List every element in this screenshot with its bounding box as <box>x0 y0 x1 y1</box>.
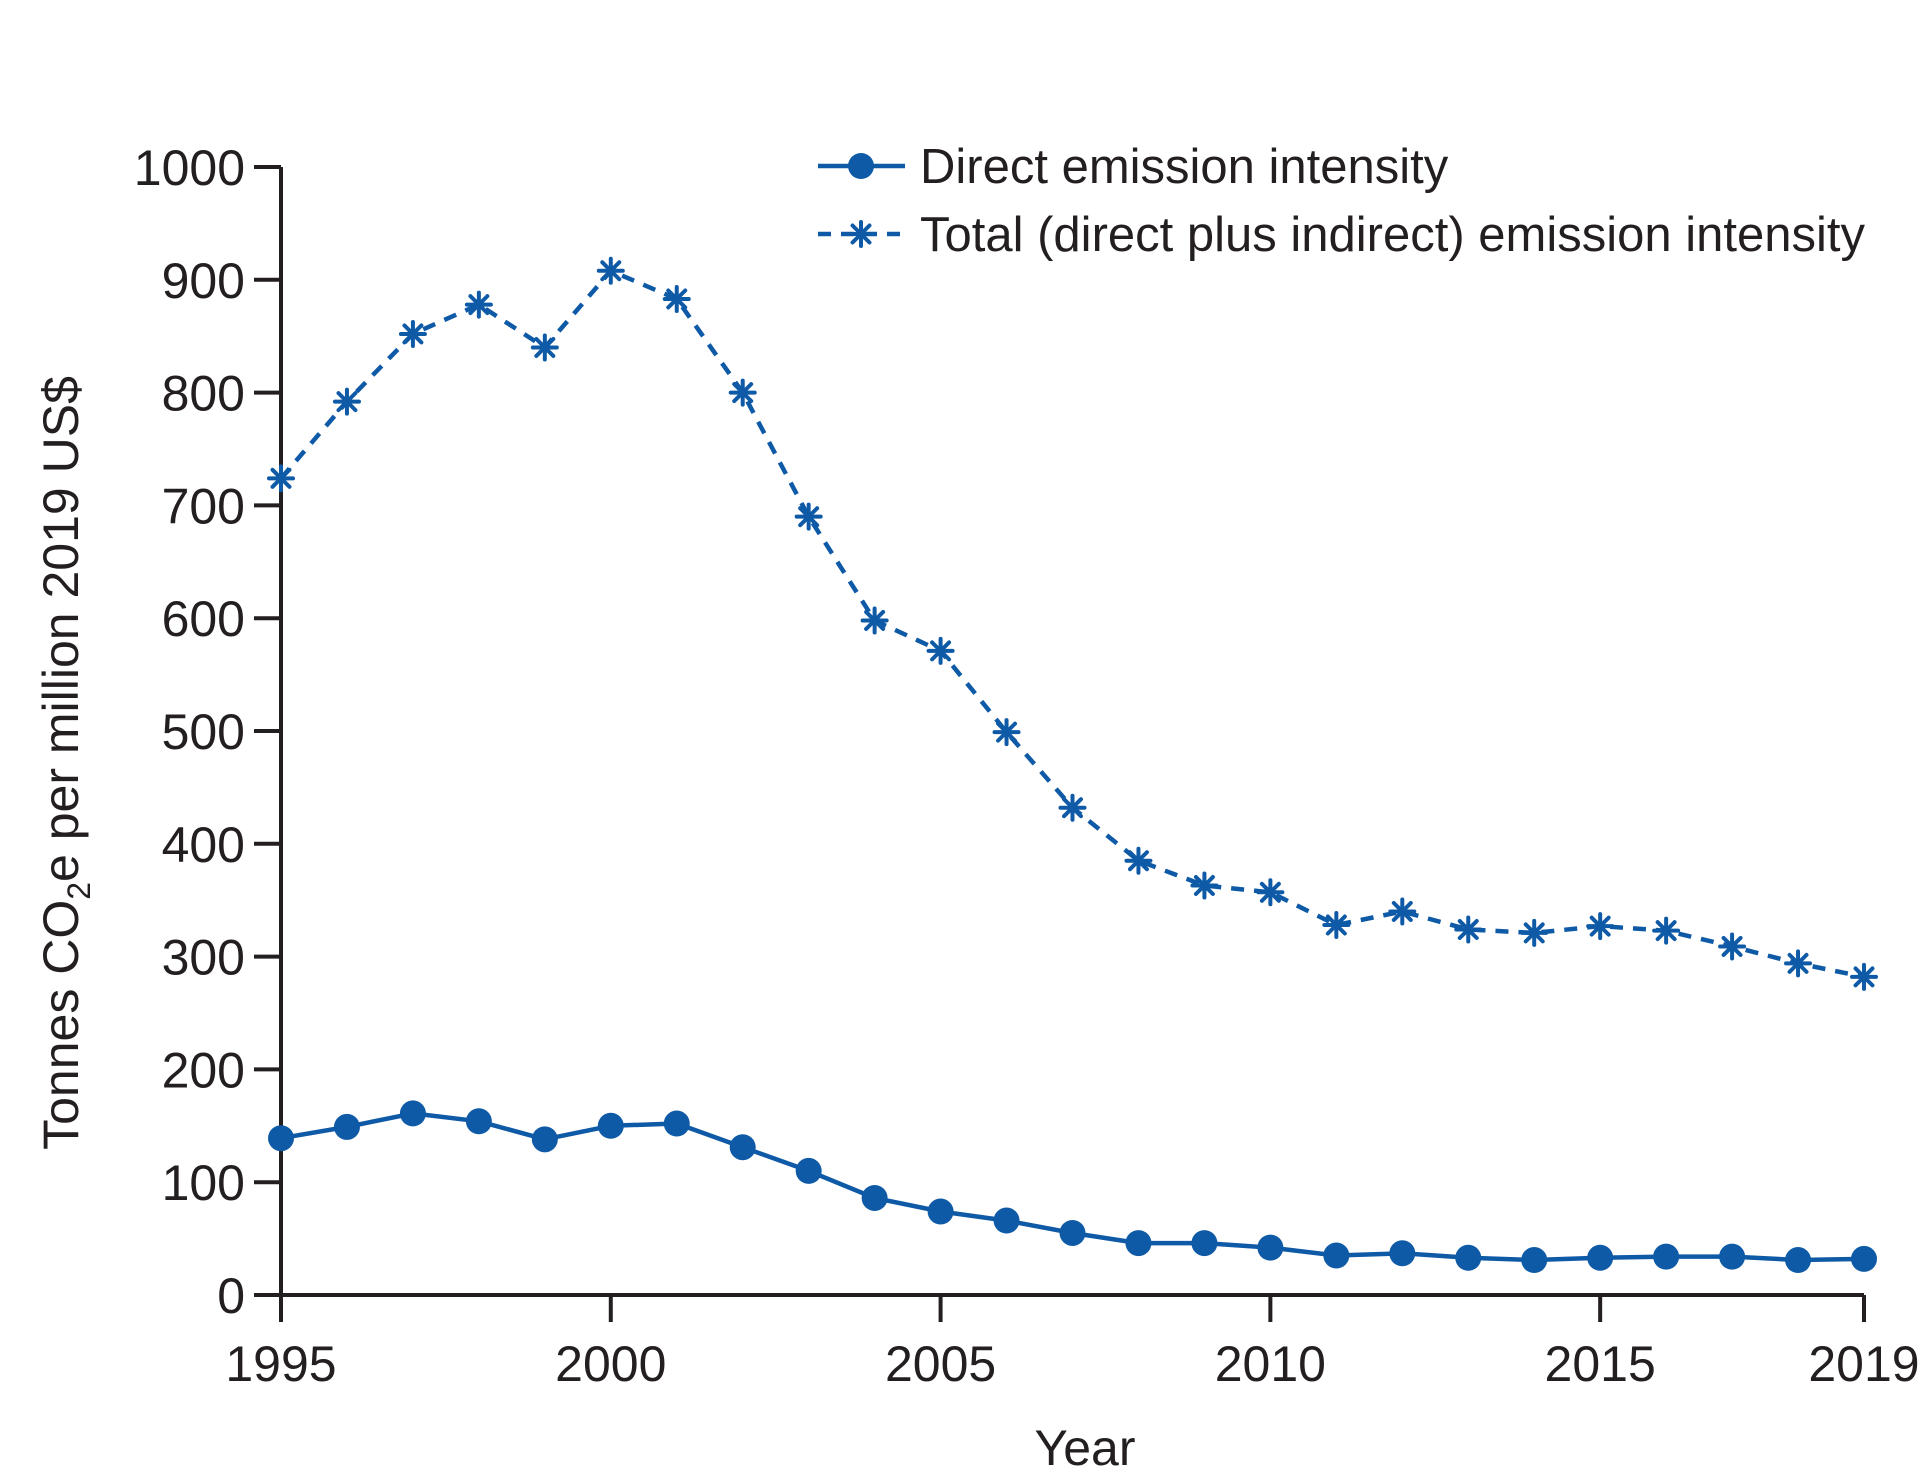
data-point <box>531 1126 558 1153</box>
data-point <box>1784 949 1813 978</box>
x-tick-label: 1995 <box>225 1336 336 1392</box>
legend-entry-total: Total (direct plus indirect) emission in… <box>818 208 1865 262</box>
legend-entry-direct: Direct emission intensity <box>818 140 1449 194</box>
y-tick-label: 300 <box>162 930 245 986</box>
series-line <box>279 268 1865 980</box>
data-point <box>1851 1245 1877 1272</box>
y-tick-label: 700 <box>162 478 245 534</box>
data-point <box>927 1198 954 1225</box>
data-point <box>1256 878 1285 907</box>
y-axis-title: Tonnes CO2e per million 2019 US$ <box>33 376 97 1150</box>
data-point <box>1785 1247 1812 1274</box>
y-tick-label: 100 <box>162 1155 245 1211</box>
data-point <box>1652 916 1681 945</box>
data-point <box>464 290 493 319</box>
data-point <box>861 1184 888 1211</box>
data-point <box>1322 911 1351 940</box>
data-point <box>1191 1230 1218 1257</box>
y-tick-label: 400 <box>162 817 245 873</box>
data-point <box>794 502 823 531</box>
data-point <box>1257 1234 1284 1261</box>
x-axis-ticks: 1995 2000 2005 2010 2015 2019 <box>225 1295 1920 1392</box>
data-point <box>596 256 625 285</box>
legend-label-total: Total (direct plus indirect) emission in… <box>920 208 1865 262</box>
data-point <box>1718 932 1747 961</box>
data-point <box>333 1113 360 1140</box>
data-point <box>926 636 955 665</box>
y-axis-ticks: 0 100 200 300 400 500 600 700 800 900 1000 <box>134 140 281 1324</box>
data-point <box>1520 918 1549 947</box>
data-point <box>1190 871 1219 900</box>
data-point <box>662 284 691 313</box>
axes <box>279 167 1864 1297</box>
data-point <box>992 718 1021 747</box>
x-tick-label: 2019 <box>1808 1336 1919 1392</box>
data-point <box>530 333 559 362</box>
data-point <box>1389 1240 1416 1267</box>
y-tick-label: 200 <box>162 1042 245 1098</box>
data-point <box>267 464 295 493</box>
data-point <box>729 1134 756 1161</box>
y-tick-label: 500 <box>162 704 245 760</box>
y-tick-label: 0 <box>217 1268 245 1324</box>
y-tick-label: 800 <box>162 366 245 422</box>
data-point <box>597 1112 624 1139</box>
series-layer <box>267 256 1878 1274</box>
x-tick-label: 2015 <box>1545 1336 1656 1392</box>
data-point <box>1059 1219 1086 1246</box>
data-point <box>465 1108 492 1135</box>
y-axis-title-main: Tonnes CO <box>33 900 89 1150</box>
y-axis-title-rest: e per million 2019 US$ <box>33 376 89 882</box>
data-point <box>993 1207 1020 1234</box>
data-point <box>663 1110 690 1137</box>
data-point <box>860 606 889 635</box>
y-tick-label: 1000 <box>134 140 245 196</box>
data-point <box>1124 846 1153 875</box>
data-point <box>728 378 757 407</box>
series-direct <box>268 1100 1877 1274</box>
data-point <box>795 1157 822 1184</box>
x-tick-label: 2005 <box>885 1336 996 1392</box>
data-point <box>332 387 361 416</box>
series-total <box>267 256 1878 991</box>
data-point <box>398 319 427 348</box>
data-point <box>1323 1242 1350 1269</box>
legend-marker-total <box>847 220 875 248</box>
data-point <box>1653 1243 1680 1270</box>
y-tick-label: 900 <box>162 253 245 309</box>
data-point <box>268 1125 294 1152</box>
data-point <box>1586 912 1615 941</box>
data-point <box>1455 1244 1482 1271</box>
legend-label-direct: Direct emission intensity <box>920 140 1449 194</box>
legend-asterisk-shape <box>847 220 875 248</box>
data-point <box>1719 1243 1746 1270</box>
data-point <box>399 1100 426 1127</box>
legend-marker-direct <box>848 153 874 179</box>
data-point <box>1125 1230 1152 1257</box>
data-point <box>1850 962 1878 991</box>
y-axis-title-subscript: 2 <box>61 882 97 900</box>
data-point <box>1388 897 1417 926</box>
x-axis-title: Year <box>1034 1420 1135 1476</box>
y-tick-label: 600 <box>162 591 245 647</box>
legend: Direct emission intensity Total (direct … <box>818 140 1865 262</box>
data-point <box>1454 915 1483 944</box>
x-tick-label: 2010 <box>1215 1336 1326 1392</box>
data-point <box>1521 1247 1548 1274</box>
data-point <box>1058 793 1087 822</box>
data-point <box>1587 1244 1614 1271</box>
x-tick-label: 2000 <box>555 1336 666 1392</box>
